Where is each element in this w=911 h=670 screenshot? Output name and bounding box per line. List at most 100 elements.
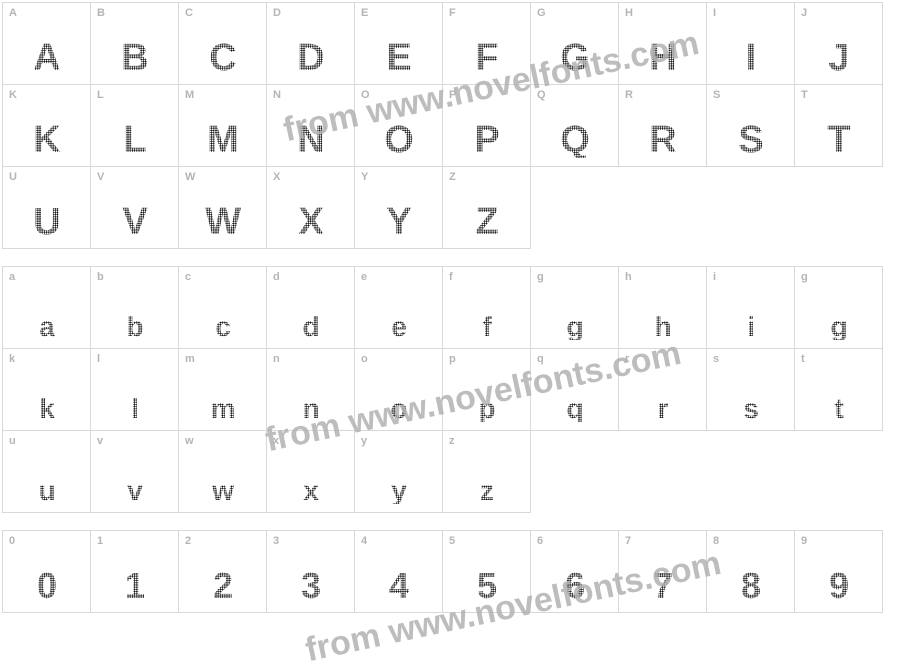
glyph-cell-glyph: 2 (183, 552, 263, 604)
glyph-cell: d d (266, 266, 355, 349)
glyph-cell: L L (90, 84, 179, 167)
glyph-cell-glyph: w (183, 460, 263, 504)
glyph-cell-label: g (537, 271, 544, 283)
svg-text:l: l (131, 393, 139, 422)
glyph-cell: X X (266, 166, 355, 249)
glyph-cell: 6 6 (530, 530, 619, 613)
glyph-cell-label: 2 (185, 535, 191, 547)
glyph-cell-label: U (9, 171, 17, 183)
glyph-cell-label: C (185, 7, 193, 19)
glyph-cell-glyph: 4 (359, 552, 439, 604)
glyph-cell: 0 0 (2, 530, 91, 613)
glyph-cell-label: H (625, 7, 633, 19)
glyph-cell: c c (178, 266, 267, 349)
glyph-cell: a a (2, 266, 91, 349)
svg-text:P: P (474, 119, 499, 158)
glyph-cell: 9 9 (794, 530, 883, 613)
glyph-cell: A A (2, 2, 91, 85)
glyph-cell-label: c (185, 271, 191, 283)
glyph-cell-label: D (273, 7, 281, 19)
row-upper-3: U U V V W W X X Y Y Z Z (2, 166, 911, 248)
glyph-cell: F F (442, 2, 531, 85)
glyph-cell-label: z (449, 435, 455, 447)
svg-text:z: z (480, 475, 494, 504)
svg-text:d: d (302, 311, 319, 340)
svg-text:5: 5 (476, 565, 496, 604)
glyph-cell: C C (178, 2, 267, 85)
svg-text:H: H (649, 37, 676, 76)
glyph-cell: V V (90, 166, 179, 249)
svg-text:U: U (33, 201, 60, 240)
glyph-cell: g g (794, 266, 883, 349)
glyph-cell-glyph: Q (535, 104, 615, 158)
svg-text:D: D (297, 37, 324, 76)
glyph-cell: J J (794, 2, 883, 85)
svg-text:W: W (205, 201, 241, 240)
glyph-cell-glyph: T (799, 104, 879, 158)
glyph-cell-label: u (9, 435, 16, 447)
svg-text:M: M (207, 119, 239, 158)
glyph-cell-glyph: a (7, 296, 87, 340)
glyph-cell-glyph: k (7, 378, 87, 422)
glyph-cell-glyph: Y (359, 186, 439, 240)
glyph-cell-glyph: X (271, 186, 351, 240)
glyph-cell-glyph: J (799, 22, 879, 76)
svg-text:w: w (211, 475, 234, 504)
glyph-cell: l l (90, 348, 179, 431)
glyph-cell-label: d (273, 271, 280, 283)
svg-text:x: x (303, 475, 319, 504)
glyph-cell-label: R (625, 89, 633, 101)
svg-text:0: 0 (36, 565, 56, 604)
glyph-cell-label: x (273, 435, 279, 447)
svg-text:b: b (126, 311, 143, 340)
glyph-cell: y y (354, 430, 443, 513)
glyph-cell-label: E (361, 7, 368, 19)
glyph-cell-glyph: 8 (711, 552, 791, 604)
glyph-cell: m m (178, 348, 267, 431)
glyph-cell: g g (530, 266, 619, 349)
row-lower-2: k k l l m m n n o o p p q q r r s s t t (2, 348, 911, 430)
glyph-cell-glyph: q (535, 378, 615, 422)
row-upper-2: K K L L M M N N O O P P Q Q R R S S T T (2, 84, 911, 166)
glyph-cell: b b (90, 266, 179, 349)
font-specimen-grid: A A B B C C D D E E F F G G H H I I J J … (2, 2, 911, 612)
glyph-cell-label: a (9, 271, 15, 283)
glyph-cell: p p (442, 348, 531, 431)
glyph-cell: f f (442, 266, 531, 349)
svg-text:R: R (649, 119, 676, 158)
svg-text:s: s (743, 393, 759, 422)
glyph-cell-glyph: d (271, 296, 351, 340)
glyph-cell-label: r (625, 353, 629, 365)
glyph-cell: D D (266, 2, 355, 85)
svg-text:4: 4 (388, 565, 408, 604)
glyph-cell-label: 1 (97, 535, 103, 547)
svg-text:k: k (39, 393, 55, 422)
svg-text:n: n (302, 393, 319, 422)
svg-text:g: g (566, 311, 583, 340)
glyph-cell-glyph: 9 (799, 552, 879, 604)
glyph-cell-label: Q (537, 89, 546, 101)
glyph-cell: 3 3 (266, 530, 355, 613)
svg-text:i: i (747, 311, 755, 340)
glyph-cell-glyph: z (447, 460, 527, 504)
glyph-cell-glyph: O (359, 104, 439, 158)
glyph-cell: i i (706, 266, 795, 349)
glyph-cell-label: 9 (801, 535, 807, 547)
glyph-cell-label: J (801, 7, 807, 19)
glyph-cell: O O (354, 84, 443, 167)
glyph-cell-label: W (185, 171, 195, 183)
glyph-cell-glyph: C (183, 22, 263, 76)
svg-text:B: B (121, 37, 148, 76)
glyph-cell-glyph: c (183, 296, 263, 340)
svg-text:8: 8 (740, 565, 760, 604)
glyph-cell-label: X (273, 171, 280, 183)
svg-text:v: v (127, 475, 143, 504)
svg-text:a: a (39, 311, 55, 340)
glyph-cell: T T (794, 84, 883, 167)
row-digits: 0 0 1 1 2 2 3 3 4 4 5 5 6 6 7 7 8 8 9 9 (2, 530, 911, 612)
glyph-cell-glyph: S (711, 104, 791, 158)
glyph-cell-label: Z (449, 171, 456, 183)
glyph-cell: I I (706, 2, 795, 85)
glyph-cell-glyph: A (7, 22, 87, 76)
svg-text:r: r (657, 393, 668, 422)
